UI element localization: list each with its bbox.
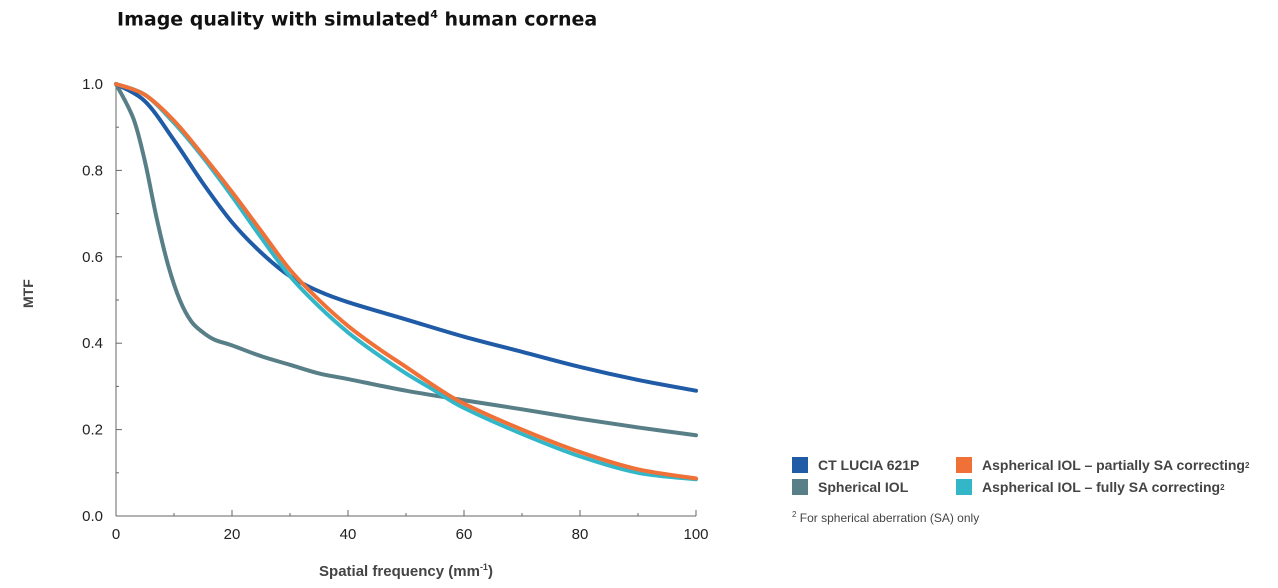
y-tick-label: 0.8 bbox=[82, 162, 103, 179]
legend-sup-asph-partial: 2 bbox=[1244, 460, 1250, 470]
chart-title: Image quality with simulated4 human corn… bbox=[117, 8, 598, 31]
legend-swatch-asph-fully bbox=[956, 479, 972, 495]
y-tick-label: 0.2 bbox=[82, 422, 103, 439]
legend-label-asph-fully: Aspherical IOL – fully SA correcting bbox=[982, 479, 1221, 495]
legend-item-spherical: Spherical IOL bbox=[792, 479, 908, 495]
legend-label-ct-lucia: CT LUCIA 621P bbox=[818, 457, 920, 473]
y-tick-label: 0.0 bbox=[82, 508, 103, 525]
legend-label-asph-partial: Aspherical IOL – partially SA correcting bbox=[982, 457, 1245, 473]
x-axis-label: Spatial frequency (mm-1) bbox=[319, 562, 493, 580]
y-tick-label: 0.4 bbox=[82, 335, 103, 352]
legend-swatch-ct-lucia bbox=[792, 457, 808, 473]
mtf-chart: 0 20 40 60 80 100 0.0 0.2 0.4 0.6 0.8 1.0 bbox=[82, 76, 708, 543]
legend-label-spherical: Spherical IOL bbox=[818, 479, 909, 495]
legend-swatch-asph-partial bbox=[956, 457, 972, 473]
x-tick-label: 0 bbox=[112, 526, 120, 543]
footnote: 2 For spherical aberration (SA) only bbox=[792, 510, 980, 525]
y-tick-label: 1.0 bbox=[82, 76, 103, 93]
x-tick-label: 20 bbox=[224, 526, 241, 543]
x-tick-label: 40 bbox=[340, 526, 357, 543]
legend-swatch-spherical bbox=[792, 479, 808, 495]
series-line-ct-lucia bbox=[114, 82, 698, 393]
series-line-spherical bbox=[114, 82, 698, 438]
x-tick-label: 100 bbox=[683, 526, 708, 543]
series-line-asph-partial bbox=[114, 82, 698, 481]
legend-item-asph-fully: Aspherical IOL – fully SA correcting 2 bbox=[956, 479, 1225, 495]
series-line-asph-fully bbox=[114, 82, 698, 482]
axes: 0 20 40 60 80 100 0.0 0.2 0.4 0.6 0.8 1.0 bbox=[82, 76, 708, 543]
legend-sup-asph-fully: 2 bbox=[1220, 482, 1225, 492]
legend-item-ct-lucia: CT LUCIA 621P bbox=[792, 457, 919, 473]
x-tick-label: 80 bbox=[572, 526, 589, 543]
y-axis-label: MTF bbox=[20, 279, 36, 308]
series-lines bbox=[114, 82, 698, 482]
y-tick-label: 0.6 bbox=[82, 249, 103, 266]
legend-item-asph-partial: Aspherical IOL – partially SA correcting… bbox=[956, 457, 1249, 473]
x-tick-label: 60 bbox=[456, 526, 473, 543]
